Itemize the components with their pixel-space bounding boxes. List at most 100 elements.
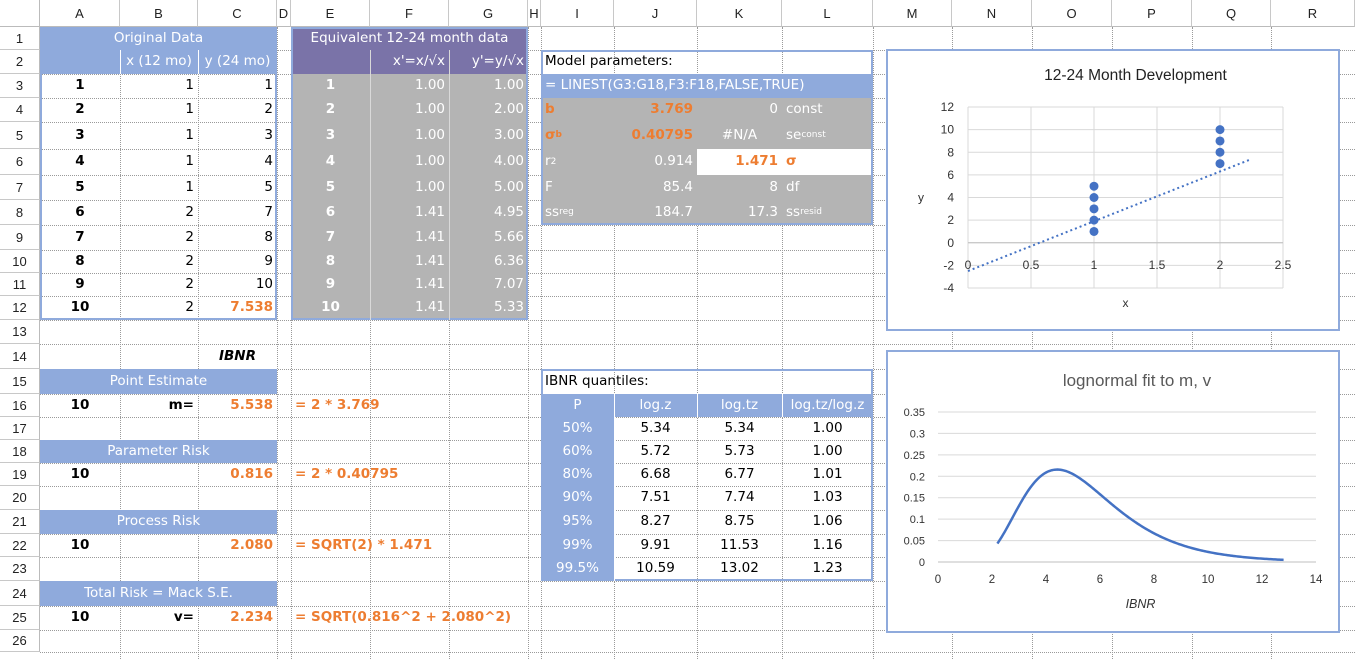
equivalent-x-value[interactable]: 1.41: [414, 275, 445, 292]
sigma-b-value[interactable]: 0.40795: [631, 126, 694, 143]
equivalent-y-value[interactable]: 5.00: [493, 178, 524, 195]
process-risk-id[interactable]: 10: [70, 536, 90, 553]
quantile-log-tz[interactable]: 8.75: [724, 513, 755, 530]
row-header-5[interactable]: 5: [0, 122, 40, 149]
original-y-value[interactable]: 4: [264, 153, 273, 170]
row-header-17[interactable]: 17: [0, 417, 40, 440]
original-x-value[interactable]: 1: [185, 153, 194, 170]
equivalent-row-id[interactable]: 6: [325, 203, 336, 220]
equivalent-y-value[interactable]: 2.00: [493, 101, 524, 118]
original-row-id[interactable]: 2: [75, 101, 85, 118]
original-y-value[interactable]: 9: [264, 252, 273, 269]
const-value[interactable]: 0: [769, 101, 778, 118]
row-header-25[interactable]: 25: [0, 606, 40, 630]
original-row-id[interactable]: 9: [75, 275, 85, 292]
equivalent-row-id[interactable]: 4: [325, 153, 336, 170]
quantile-log-z[interactable]: 10.59: [636, 560, 675, 577]
quantile-p[interactable]: 99.5%: [556, 560, 599, 577]
row-header-24[interactable]: 24: [0, 581, 40, 606]
quantile-log-z[interactable]: 6.68: [640, 465, 671, 482]
original-y-value[interactable]: 3: [264, 126, 273, 143]
row-header-22[interactable]: 22: [0, 534, 40, 557]
column-header-c[interactable]: C: [198, 0, 277, 27]
equivalent-row-id[interactable]: 3: [325, 126, 336, 143]
sigma-value[interactable]: 1.471: [735, 153, 778, 170]
equivalent-x-value[interactable]: 1.41: [414, 228, 445, 245]
quantile-log-z[interactable]: 9.91: [640, 536, 671, 553]
m-value[interactable]: 5.538: [230, 396, 273, 413]
original-y-value[interactable]: 2: [264, 101, 273, 118]
quantile-log-tz[interactable]: 6.77: [724, 465, 755, 482]
column-header-n[interactable]: N: [952, 0, 1032, 27]
original-y-value[interactable]: 8: [264, 228, 273, 245]
quantile-log-tz[interactable]: 11.53: [720, 536, 759, 553]
parameter-risk-formula[interactable]: = 2 * 0.40795: [295, 465, 399, 482]
equivalent-x-value[interactable]: 1.00: [414, 77, 445, 94]
column-header-r[interactable]: R: [1271, 0, 1355, 27]
equivalent-row-id[interactable]: 10: [321, 299, 340, 316]
row-header-8[interactable]: 8: [0, 200, 40, 225]
column-header-m[interactable]: M: [873, 0, 952, 27]
original-x-value[interactable]: 2: [185, 203, 194, 220]
equivalent-y-value[interactable]: 4.95: [493, 203, 524, 220]
equivalent-y-value[interactable]: 5.66: [493, 228, 524, 245]
quantile-ratio[interactable]: 1.00: [812, 442, 843, 459]
b-value[interactable]: 3.769: [650, 101, 693, 118]
parameter-risk-id[interactable]: 10: [70, 465, 90, 482]
original-x-value[interactable]: 2: [185, 228, 194, 245]
quantile-p[interactable]: 90%: [562, 489, 593, 506]
column-header-h[interactable]: H: [528, 0, 541, 27]
original-y-value[interactable]: 7.538: [230, 299, 273, 316]
original-y-value[interactable]: 1: [264, 77, 273, 94]
equivalent-y-value[interactable]: 3.00: [493, 126, 524, 143]
column-header-i[interactable]: I: [541, 0, 614, 27]
row-header-12[interactable]: 12: [0, 296, 40, 320]
row-header-4[interactable]: 4: [0, 98, 40, 122]
original-x-value[interactable]: 1: [185, 77, 194, 94]
quantile-ratio[interactable]: 1.01: [812, 465, 843, 482]
quantile-ratio[interactable]: 1.00: [812, 419, 843, 436]
column-header-g[interactable]: G: [449, 0, 528, 27]
equivalent-x-value[interactable]: 1.41: [414, 203, 445, 220]
column-header-k[interactable]: K: [697, 0, 782, 27]
equivalent-x-value[interactable]: 1.00: [414, 153, 445, 170]
equivalent-x-value[interactable]: 1.00: [414, 178, 445, 195]
quantile-p[interactable]: 60%: [562, 442, 593, 459]
column-header-j[interactable]: J: [614, 0, 697, 27]
row-header-2[interactable]: 2: [0, 50, 40, 74]
row-header-11[interactable]: 11: [0, 273, 40, 296]
original-y-value[interactable]: 7: [264, 203, 273, 220]
row-header-20[interactable]: 20: [0, 486, 40, 510]
point-estimate-id[interactable]: 10: [70, 396, 90, 413]
quantile-p[interactable]: 99%: [562, 536, 593, 553]
original-row-id[interactable]: 3: [75, 126, 85, 143]
column-header-f[interactable]: F: [370, 0, 449, 27]
equivalent-row-id[interactable]: 8: [325, 252, 336, 269]
original-row-id[interactable]: 10: [70, 299, 90, 316]
original-row-id[interactable]: 8: [75, 252, 85, 269]
row-header-21[interactable]: 21: [0, 510, 40, 534]
equivalent-y-value[interactable]: 5.33: [493, 299, 524, 316]
quantile-p[interactable]: 95%: [562, 513, 593, 530]
row-header-26[interactable]: 26: [0, 630, 40, 652]
equivalent-y-value[interactable]: 4.00: [493, 153, 524, 170]
total-risk-id[interactable]: 10: [70, 609, 90, 626]
df-value[interactable]: 8: [769, 178, 778, 195]
row-header-23[interactable]: 23: [0, 557, 40, 581]
quantile-log-tz[interactable]: 5.34: [724, 419, 755, 436]
original-row-id[interactable]: 7: [75, 228, 85, 245]
ss-resid-value[interactable]: 17.3: [747, 203, 778, 220]
parameter-risk-value[interactable]: 0.816: [230, 465, 273, 482]
column-header-q[interactable]: Q: [1192, 0, 1271, 27]
ss-reg-value[interactable]: 184.7: [654, 203, 693, 220]
quantile-ratio[interactable]: 1.23: [812, 560, 843, 577]
column-header-e[interactable]: E: [291, 0, 370, 27]
equivalent-row-id[interactable]: 7: [325, 228, 336, 245]
quantile-log-z[interactable]: 5.34: [640, 419, 671, 436]
v-value[interactable]: 2.234: [230, 609, 273, 626]
original-row-id[interactable]: 6: [75, 203, 85, 220]
quantile-log-z[interactable]: 8.27: [640, 513, 671, 530]
select-all-corner[interactable]: [0, 0, 40, 27]
original-x-value[interactable]: 2: [185, 299, 194, 316]
